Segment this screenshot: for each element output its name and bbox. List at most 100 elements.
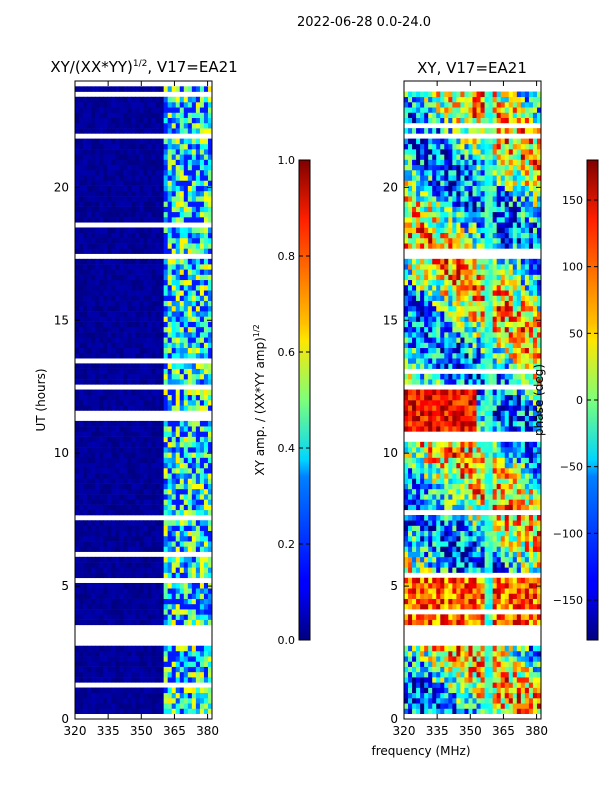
heatmap-cell xyxy=(468,577,473,584)
heatmap-cell xyxy=(488,520,494,526)
heatmap-cell xyxy=(187,185,193,192)
heatmap-cell xyxy=(171,609,177,615)
heatmap-cell xyxy=(203,671,209,678)
heatmap-cell xyxy=(107,698,112,704)
heatmap-cell xyxy=(203,368,209,375)
heatmap-cell xyxy=(440,556,445,563)
heatmap-cell xyxy=(79,389,84,396)
heatmap-cell xyxy=(159,462,165,469)
heatmap-cell xyxy=(508,515,514,521)
heatmap-cell xyxy=(135,373,140,380)
heatmap-cell xyxy=(79,269,84,275)
heatmap-cell xyxy=(444,551,449,558)
heatmap-cell xyxy=(532,593,538,599)
heatmap-cell xyxy=(512,603,518,610)
heatmap-cell xyxy=(75,483,80,490)
heatmap-cell xyxy=(143,154,148,160)
heatmap-cell xyxy=(496,698,502,704)
heatmap-cell xyxy=(139,143,144,150)
heatmap-cell xyxy=(87,342,92,349)
heatmap-cell xyxy=(520,682,526,688)
heatmap-cell xyxy=(444,671,449,678)
heatmap-cell xyxy=(119,582,124,589)
heatmap-cell xyxy=(99,420,104,427)
heatmap-cell xyxy=(135,159,140,166)
heatmap-cell xyxy=(87,431,92,437)
heatmap-cell xyxy=(155,556,161,563)
heatmap-cell xyxy=(131,452,136,458)
heatmap-cell xyxy=(508,467,514,474)
heatmap-cell xyxy=(79,86,84,92)
heatmap-cell xyxy=(504,703,510,709)
heatmap-cell xyxy=(183,420,189,427)
heatmap-cell xyxy=(191,447,197,453)
heatmap-cell xyxy=(127,530,132,537)
heatmap-cell xyxy=(83,122,88,129)
heatmap-cell xyxy=(151,666,156,673)
heatmap-cell xyxy=(111,248,116,254)
heatmap-cell xyxy=(532,698,538,704)
heatmap-cell xyxy=(504,483,510,490)
heatmap-cell xyxy=(207,180,213,186)
heatmap-cell xyxy=(115,473,120,479)
heatmap-cell xyxy=(444,692,449,699)
heatmap-cell xyxy=(179,279,185,286)
heatmap-cell xyxy=(111,499,116,505)
heatmap-cell xyxy=(456,588,461,594)
heatmap-cell xyxy=(187,196,193,202)
heatmap-cell xyxy=(476,515,481,521)
heatmap-cell xyxy=(528,562,534,568)
heatmap-cell xyxy=(91,227,96,233)
heatmap-cell xyxy=(115,337,120,343)
heatmap-cell xyxy=(131,248,136,254)
heatmap-cell xyxy=(416,692,421,699)
heatmap-cell xyxy=(191,143,197,150)
heatmap-cell xyxy=(143,143,148,150)
heatmap-cell xyxy=(476,708,481,714)
heatmap-cell xyxy=(95,190,100,197)
heatmap-cell xyxy=(155,462,161,469)
heatmap-cell xyxy=(151,603,156,610)
heatmap-cell xyxy=(187,337,193,343)
heatmap-cell xyxy=(424,603,429,610)
heatmap-cell xyxy=(115,368,120,375)
heatmap-cell xyxy=(155,269,161,275)
heatmap-cell xyxy=(175,217,181,223)
heatmap-cell xyxy=(143,169,148,176)
heatmap-cell xyxy=(516,677,522,683)
heatmap-cell xyxy=(123,593,128,599)
heatmap-cell xyxy=(488,614,494,620)
heatmap-cell xyxy=(99,494,104,500)
heatmap-cell xyxy=(91,107,96,113)
heatmap-cell xyxy=(87,582,92,589)
heatmap-cell xyxy=(79,96,84,103)
heatmap-cell xyxy=(171,525,177,531)
heatmap-cell xyxy=(111,582,116,589)
heatmap-cell xyxy=(472,499,477,505)
heatmap-cell xyxy=(203,400,209,406)
heatmap-cell xyxy=(203,227,209,233)
heatmap-cell xyxy=(195,138,201,145)
heatmap-cell xyxy=(127,457,132,464)
heatmap-cell xyxy=(115,169,120,176)
heatmap-cell xyxy=(127,379,132,385)
heatmap-cell xyxy=(480,588,485,594)
heatmap-cell xyxy=(167,494,173,500)
heatmap-cell xyxy=(155,274,161,281)
heatmap-cell xyxy=(175,107,181,113)
heatmap-cell xyxy=(107,593,112,599)
heatmap-cell xyxy=(480,462,485,469)
heatmap-cell xyxy=(143,347,148,354)
heatmap-cell xyxy=(488,467,494,474)
heatmap-cell xyxy=(127,169,132,176)
heatmap-cell xyxy=(203,201,209,207)
heatmap-cell xyxy=(183,478,189,484)
heatmap-cell xyxy=(119,567,124,573)
heatmap-cell xyxy=(191,478,197,484)
heatmap-cell xyxy=(95,196,100,202)
heatmap-cell xyxy=(123,546,128,552)
heatmap-cell xyxy=(456,504,461,511)
heatmap-cell xyxy=(139,520,144,526)
heatmap-cell xyxy=(524,677,530,683)
heatmap-cell xyxy=(183,499,189,505)
